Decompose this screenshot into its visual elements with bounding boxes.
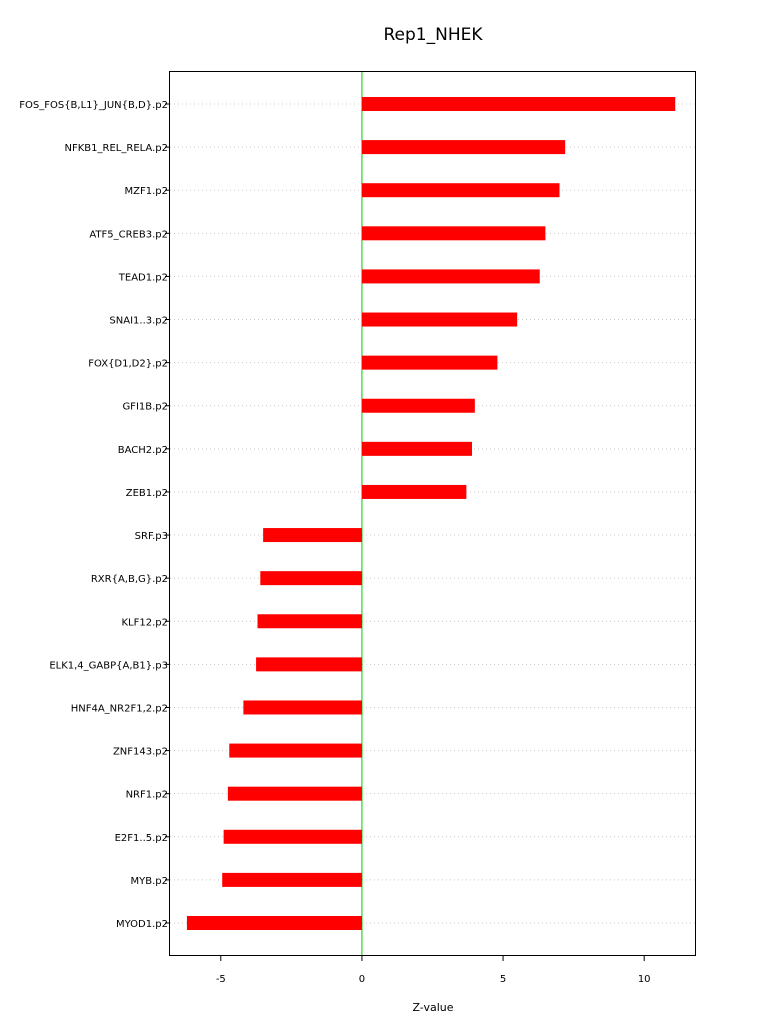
category-label: TEAD1.p2 (118, 272, 168, 283)
x-axis-label: Z-value (412, 1001, 453, 1014)
bar (222, 872, 362, 887)
x-tick-label: 0 (359, 974, 365, 985)
category-label: SRF.p3 (135, 531, 168, 542)
category-label: ZEB1.p2 (126, 488, 168, 499)
plot-frame (169, 71, 696, 956)
x-tick-label: 10 (638, 974, 651, 985)
bar (361, 97, 676, 111)
bar (361, 484, 467, 499)
category-label: NFKB1_REL_RELA.p2 (65, 143, 168, 154)
bar (361, 183, 560, 198)
bar (227, 786, 362, 801)
bar (361, 441, 473, 456)
category-label: SNAI1..3.p2 (109, 316, 168, 327)
bar (263, 528, 362, 543)
bar (361, 355, 498, 370)
category-labels: FOS_FOS{B,L1}_JUN{B,D}.p2 NFKB1_REL_RELA.… (19, 100, 168, 930)
category-label: ELK1,4_GABP{A,B1}.p3 (49, 660, 168, 671)
category-label: ATF5_CREB3.p2 (89, 229, 168, 240)
bar (361, 140, 566, 155)
x-tick-label: -5 (216, 974, 226, 985)
category-label: RXR{A,B,G}.p2 (91, 574, 168, 585)
bar (260, 571, 362, 586)
category-label: GFI1B.p2 (122, 402, 168, 413)
chart-title: Rep1_NHEK (383, 25, 483, 45)
category-label: E2F1..5.p2 (115, 833, 168, 844)
category-label: FOS_FOS{B,L1}_JUN{B,D}.p2 (19, 100, 168, 111)
category-label: HNF4A_NR2F1,2.p2 (71, 703, 168, 714)
bar (256, 657, 362, 672)
bar (361, 398, 475, 413)
category-label: KLF12.p2 (122, 617, 169, 628)
bar (361, 226, 546, 241)
category-label: MZF1.p2 (125, 186, 168, 197)
category-label: MYOD1.p2 (116, 919, 168, 930)
category-label: NRF1.p2 (126, 790, 168, 801)
bar (186, 916, 362, 930)
category-label: BACH2.p2 (118, 445, 168, 456)
bar (257, 614, 362, 629)
category-label: MYB.p2 (131, 876, 169, 887)
category-label: FOX{D1,D2}.p2 (88, 359, 168, 370)
x-tick-label: 5 (500, 974, 506, 985)
bar (223, 829, 362, 844)
bars-layer (186, 97, 676, 930)
bar (229, 743, 362, 758)
category-label: ZNF143.p2 (113, 747, 168, 758)
bar (243, 700, 362, 715)
bar (361, 269, 540, 284)
bar (361, 312, 518, 327)
x-axis: -5 0 5 10 (165, 103, 651, 985)
